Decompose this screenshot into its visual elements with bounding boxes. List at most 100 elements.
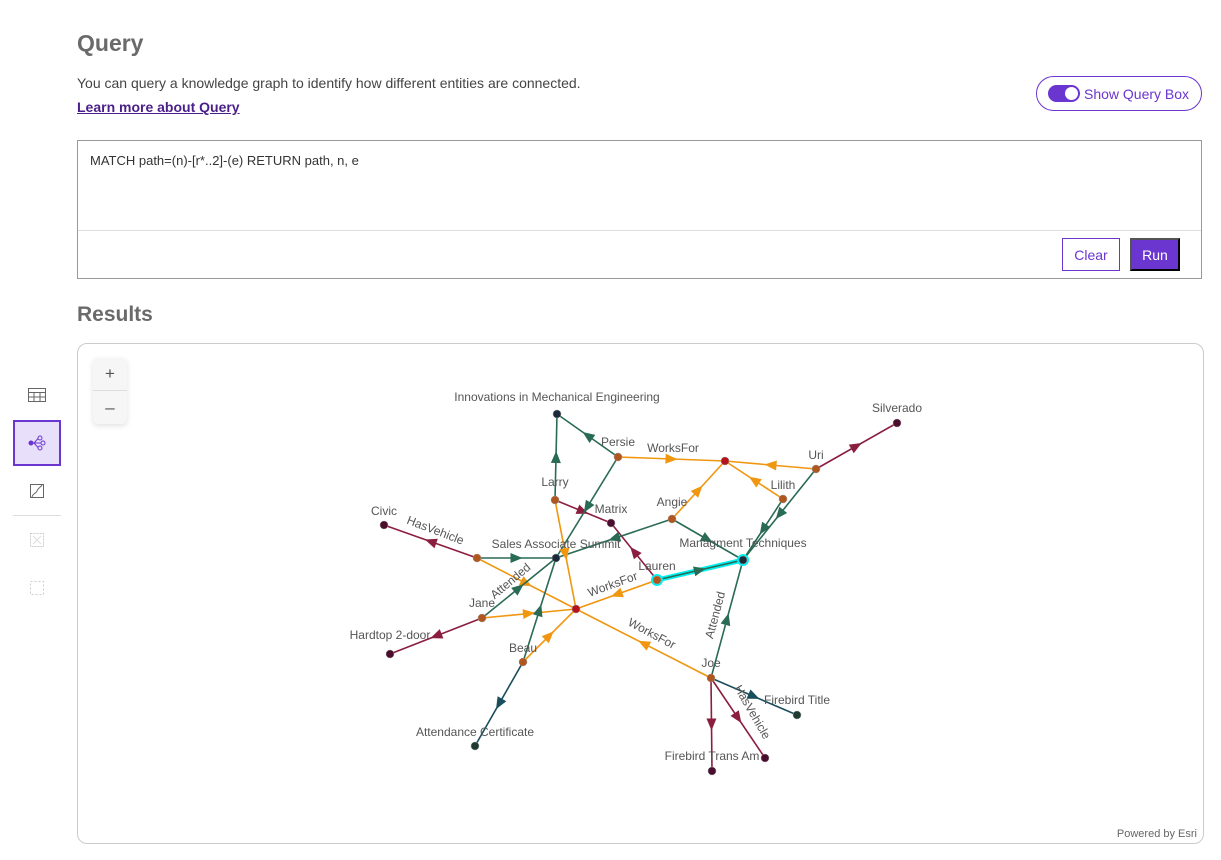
map-icon bbox=[30, 484, 44, 498]
edge-arrow bbox=[730, 710, 742, 723]
node-matrix[interactable] bbox=[606, 518, 616, 528]
node-hardtop[interactable] bbox=[385, 649, 395, 659]
node-ftrans[interactable] bbox=[707, 766, 717, 776]
node-org1[interactable] bbox=[720, 456, 730, 466]
node-civic[interactable] bbox=[379, 520, 389, 530]
edge-arrow bbox=[720, 613, 731, 627]
edge-arrow bbox=[496, 696, 507, 710]
edge-arrow bbox=[690, 485, 703, 498]
node-silverado[interactable] bbox=[892, 418, 902, 428]
link-chart-icon bbox=[28, 435, 46, 451]
select-button bbox=[13, 520, 61, 560]
clear-button[interactable]: Clear bbox=[1062, 238, 1120, 271]
toggle-label: Show Query Box bbox=[1084, 85, 1190, 102]
edge-label: WorksFor bbox=[647, 441, 699, 455]
zoom-in-button[interactable]: + bbox=[93, 358, 127, 391]
edge-arrow bbox=[693, 566, 706, 577]
results-title: Results bbox=[77, 303, 153, 326]
edge-arrow bbox=[699, 532, 713, 543]
table-icon bbox=[28, 388, 46, 402]
node-label: Managment Techniques bbox=[679, 536, 806, 550]
edge-arrow bbox=[759, 521, 771, 535]
node-label: Lauren bbox=[638, 559, 675, 573]
node-label: Silverado bbox=[872, 401, 922, 415]
query-box: MATCH path=(n)-[r*..2]-(e) RETURN path, … bbox=[77, 140, 1202, 279]
edge-arrow bbox=[610, 587, 624, 598]
node-label: Attendance Certificate bbox=[416, 725, 534, 739]
edge-arrow bbox=[518, 576, 532, 587]
edge-arrow bbox=[764, 460, 777, 471]
node-label: Matrix bbox=[595, 502, 628, 516]
node-lauren[interactable] bbox=[652, 575, 662, 585]
node-larry[interactable] bbox=[550, 495, 560, 505]
edge-arrow bbox=[746, 689, 760, 699]
node-label: Joe bbox=[701, 656, 721, 670]
node-label: Sales Associate Summit bbox=[492, 537, 621, 551]
divider bbox=[78, 230, 1201, 231]
edge-arrow bbox=[522, 609, 535, 620]
node-jane[interactable] bbox=[477, 613, 487, 623]
node-acert[interactable] bbox=[470, 741, 480, 751]
edge-arrow bbox=[583, 499, 595, 513]
edge-label: WorksFor bbox=[626, 615, 678, 652]
table-view-button[interactable] bbox=[13, 375, 61, 415]
link-chart[interactable]: + – WorksFor HasVehicle WorksFor WorksFor At… bbox=[77, 343, 1204, 844]
edge-arrow bbox=[848, 443, 862, 454]
map-view-button[interactable] bbox=[13, 471, 61, 511]
node-v2[interactable] bbox=[760, 753, 770, 763]
edge-arrow bbox=[511, 584, 524, 596]
node-sas[interactable] bbox=[551, 553, 561, 563]
node-org2[interactable] bbox=[571, 604, 581, 614]
show-query-box-toggle[interactable]: Show Query Box bbox=[1036, 76, 1202, 111]
node-label: Uri bbox=[808, 448, 823, 462]
edge-arrow bbox=[638, 640, 652, 651]
edge-arrow bbox=[608, 531, 622, 542]
node-mt[interactable] bbox=[738, 555, 748, 565]
edge-arrow bbox=[424, 538, 438, 549]
toggle-switch[interactable] bbox=[1048, 85, 1080, 102]
edge-arrow bbox=[775, 506, 788, 520]
node-ftitle[interactable] bbox=[792, 710, 802, 720]
edge-arrow bbox=[430, 629, 444, 639]
node-label: Innovations in Mechanical Engineering bbox=[454, 390, 659, 404]
edge-arrow bbox=[510, 553, 523, 563]
node-label: Firebird Trans Am bbox=[665, 749, 760, 763]
node-persie[interactable] bbox=[613, 452, 623, 462]
node-angie[interactable] bbox=[667, 514, 677, 524]
edge-arrow bbox=[550, 451, 561, 464]
query-input[interactable]: MATCH path=(n)-[r*..2]-(e) RETURN path, … bbox=[90, 153, 359, 168]
node-lilith[interactable] bbox=[778, 494, 788, 504]
node-p1[interactable] bbox=[472, 553, 482, 563]
edge-arrow bbox=[706, 718, 717, 731]
node-label: Jane bbox=[469, 596, 495, 610]
edge-arrow bbox=[541, 631, 554, 644]
zoom-out-button[interactable]: – bbox=[105, 397, 115, 417]
graph-canvas[interactable]: WorksForHasVehicleWorksForWorksForAttend… bbox=[78, 344, 1205, 845]
node-ime[interactable] bbox=[552, 409, 562, 419]
node-label: Firebird Title bbox=[764, 693, 830, 707]
sidebar-divider bbox=[13, 515, 61, 516]
select-icon bbox=[30, 533, 44, 547]
edge-arrow bbox=[559, 547, 570, 561]
clear-selection-icon bbox=[30, 581, 44, 595]
node-label: Hardtop 2-door bbox=[350, 628, 431, 642]
node-label: Persie bbox=[601, 435, 635, 449]
node-label: Larry bbox=[541, 475, 568, 489]
edge-arrow bbox=[748, 476, 762, 488]
node-joe[interactable] bbox=[706, 673, 716, 683]
description: You can query a knowledge graph to ident… bbox=[77, 75, 581, 91]
node-beau[interactable] bbox=[518, 657, 528, 667]
edge-arrow bbox=[665, 453, 678, 464]
edge-arrow bbox=[532, 604, 543, 618]
node-label: Beau bbox=[509, 641, 537, 655]
node-label: Lilith bbox=[771, 478, 796, 492]
powered-by: Powered by Esri bbox=[1116, 828, 1197, 840]
clear-selection-button bbox=[13, 568, 61, 608]
run-button[interactable]: Run bbox=[1130, 238, 1180, 271]
node-label: Civic bbox=[371, 504, 397, 518]
node-uri[interactable] bbox=[811, 464, 821, 474]
link-chart-view-button[interactable] bbox=[13, 420, 61, 466]
learn-more-link[interactable]: Learn more about Query bbox=[77, 99, 240, 115]
page-title: Query bbox=[77, 30, 144, 56]
node-label: Angie bbox=[657, 495, 688, 509]
